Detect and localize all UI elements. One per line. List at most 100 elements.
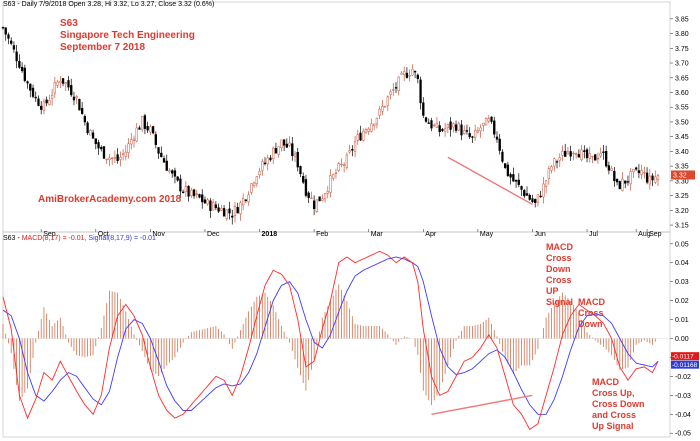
- candle-body: [29, 83, 32, 91]
- candle-body: [403, 71, 406, 75]
- candle-body: [242, 198, 245, 206]
- last-price-badge: [671, 170, 695, 180]
- candle-body: [280, 139, 283, 149]
- candle-body: [542, 183, 545, 198]
- candle-body: [162, 158, 166, 163]
- candle-body: [602, 151, 605, 153]
- candle-body: [449, 121, 452, 130]
- candle-body: [574, 153, 578, 156]
- candle-body: [397, 76, 400, 91]
- candle-body: [190, 189, 193, 196]
- candle-body: [228, 208, 231, 214]
- candle-body: [217, 207, 220, 212]
- candle-body: [348, 150, 351, 153]
- macd-header-prefix: S63 -: [3, 235, 22, 242]
- candle-body: [594, 154, 597, 161]
- candle-body: [599, 152, 602, 157]
- candle-body: [244, 199, 248, 201]
- candle-body: [383, 106, 387, 108]
- macd-line: [2, 250, 659, 431]
- candle-body: [143, 115, 147, 129]
- candle-body: [64, 82, 67, 85]
- candle-body: [302, 176, 305, 183]
- candle-body: [566, 151, 570, 155]
- candle-body: [198, 194, 201, 198]
- candle-body: [15, 51, 18, 62]
- candle-body: [53, 82, 57, 94]
- candle-body: [31, 87, 35, 97]
- candle-body: [596, 157, 600, 160]
- candle-body: [222, 208, 226, 217]
- price-y-tick-label: 3.25: [675, 193, 689, 200]
- candle-body: [419, 79, 422, 104]
- candle-body: [266, 157, 269, 165]
- candle-body: [105, 158, 108, 161]
- candle-body: [468, 133, 471, 138]
- candle-body: [506, 164, 510, 176]
- price-trendline: [447, 156, 533, 206]
- candle-body: [345, 154, 349, 168]
- month-tick-label: Mar: [371, 231, 384, 238]
- candle-body: [326, 191, 329, 194]
- candle-body: [523, 190, 526, 197]
- macd-header: S63 - MACD(8,17) = -0.01, Signal(8,17,9)…: [3, 235, 156, 242]
- candle-body: [225, 209, 228, 219]
- month-tick-label: 2018: [262, 231, 278, 238]
- candle-body: [534, 198, 537, 203]
- candle-body: [433, 124, 436, 127]
- candle-body: [151, 126, 155, 134]
- candle-body: [334, 172, 338, 174]
- candle-body: [168, 170, 171, 173]
- price-y-tick-label: 3.60: [675, 90, 689, 97]
- month-tick-label: May: [480, 231, 494, 238]
- candle-body: [261, 161, 264, 171]
- candle-body: [400, 72, 403, 75]
- candle-body: [607, 165, 611, 171]
- candle-body: [312, 200, 316, 209]
- signal-value-badge-text: -0.01168: [672, 362, 698, 369]
- macd-value-badge: [671, 352, 699, 361]
- candle-body: [12, 45, 16, 50]
- candle-body: [509, 174, 512, 178]
- candle-body: [40, 105, 43, 110]
- candle-body: [643, 172, 646, 174]
- candle-body: [130, 139, 133, 145]
- candle-body: [416, 74, 419, 79]
- candle-body: [520, 186, 523, 190]
- month-tick-label: Dec: [207, 231, 220, 238]
- macd-y-tick-label: 0.03: [675, 279, 689, 286]
- candle-body: [285, 143, 288, 148]
- candle-body: [460, 124, 463, 136]
- candle-body: [321, 198, 324, 201]
- candle-body: [231, 215, 234, 218]
- candle-body: [381, 106, 384, 112]
- candle-body: [558, 157, 561, 161]
- candle-body: [411, 69, 414, 76]
- candle-body: [154, 134, 157, 145]
- candle-body: [192, 189, 196, 197]
- candle-body: [141, 116, 144, 130]
- candle-body: [332, 174, 335, 179]
- candle-body: [528, 194, 531, 200]
- candle-body: [405, 72, 409, 78]
- annotation-cross-down-cross-up: MACD Cross Down Cross UP Signal: [546, 242, 574, 307]
- candle-body: [364, 129, 368, 133]
- candle-body: [482, 122, 485, 126]
- candle-body: [61, 78, 65, 84]
- candle-body: [157, 147, 160, 154]
- macd-y-tick-label: -0.02: [675, 374, 691, 381]
- candle-body: [413, 71, 417, 73]
- candle-body: [637, 170, 641, 174]
- price-y-tick-label: 3.50: [675, 119, 689, 126]
- candle-body: [454, 124, 458, 131]
- macd-y-tick-label: 0.05: [675, 241, 689, 248]
- macd-y-tick-label: -0.03: [675, 393, 691, 400]
- price-y-tick-label: 3.70: [675, 61, 689, 68]
- candle-body: [342, 164, 346, 166]
- candle-body: [20, 66, 24, 72]
- candle-body: [624, 180, 627, 184]
- candle-body: [531, 198, 534, 203]
- candle-body: [375, 117, 379, 125]
- candle-body: [304, 179, 308, 196]
- signal-value-badge: [671, 360, 699, 369]
